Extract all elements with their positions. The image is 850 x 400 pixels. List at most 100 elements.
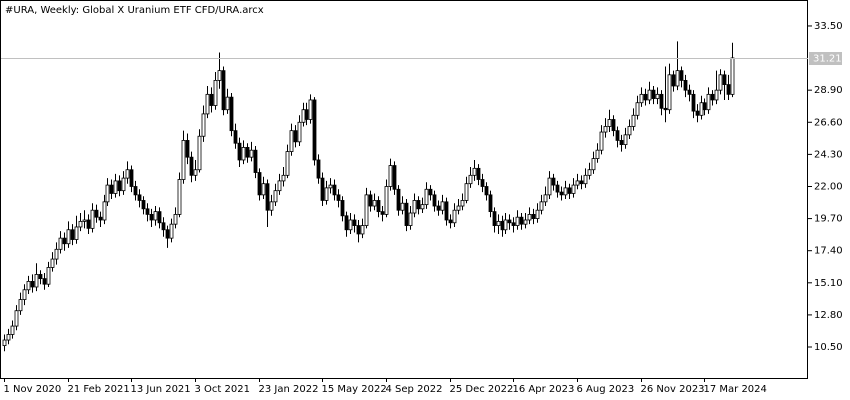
candle-body [113,180,118,194]
candle-body [547,177,552,196]
candle-body [125,169,130,179]
candle-body [26,281,31,291]
candle-body [702,102,707,111]
x-tick-label: 25 Dec 2022 [450,384,514,395]
candle-body [699,102,704,116]
candle-body [643,93,648,101]
y-tick-label: 26.60 [814,117,843,128]
candle-body [169,223,174,239]
x-tick-label: 4 Sep 2022 [386,384,443,395]
price-label: 31.21 [813,54,842,65]
candle-body [412,200,417,214]
candle-body [149,214,154,221]
candle-body [209,93,214,106]
candle-body [555,184,560,193]
candle-body [185,140,190,158]
candle-body [320,177,325,201]
y-tick-label: 17.40 [814,246,843,257]
candle-body [253,149,258,173]
candle-body [714,89,719,101]
candle-body [364,194,369,226]
y-tick-label: 15.10 [814,278,843,289]
candle-body [213,80,218,106]
candle-body [261,183,266,196]
candle-body [647,89,652,101]
x-tick-label: 21 Feb 2021 [68,384,130,395]
candle-body [78,220,83,228]
candle-body [392,165,397,190]
price-label-box [809,52,842,65]
candle-body [408,212,413,226]
candle-body [241,147,246,161]
candle-body [543,194,548,203]
candle-body [217,70,222,81]
candle-body [496,220,501,226]
candle-body [651,89,656,99]
candle-body [304,109,309,120]
candle-body [531,214,536,219]
y-tick-label: 22.00 [814,181,843,192]
candle-body [237,142,242,161]
x-tick-label: 15 May 2022 [322,384,387,395]
candle-body [46,267,51,285]
candle-body [535,209,540,219]
candle-body [328,184,333,189]
candle-body [145,208,150,215]
candle-body [141,200,146,210]
candle-body [627,126,632,136]
y-tick-label: 33.50 [814,21,843,32]
candle-body [281,174,286,182]
candle-body [177,179,182,215]
candle-body [161,222,166,231]
candle-body [289,130,294,152]
candle-body [372,200,377,207]
candle-body [205,93,210,115]
candle-body [404,202,409,226]
candle-body [500,220,505,231]
candle-body [117,180,122,192]
y-tick-label: 10.50 [814,342,843,353]
candle-body [340,200,345,217]
candle-body [82,219,87,222]
candle-body [181,140,186,180]
candle-body [38,274,43,280]
candle-body [233,130,238,144]
candle-body [133,186,138,196]
candle-body [66,229,71,245]
candle-body [277,180,282,192]
candle-body [396,188,401,211]
candle-body [667,74,672,111]
candle-body [675,70,680,87]
candle-body [86,219,91,229]
candle-body [623,134,628,146]
candle-body [129,169,134,187]
candle-body [257,172,262,196]
candle-body [229,96,234,132]
candle-body [165,229,170,239]
x-tick-label: 6 Aug 2023 [577,384,635,395]
candle-body [153,211,158,221]
candle-body [173,214,178,225]
candle-body [380,211,385,215]
candle-body [18,299,23,312]
candle-body [507,219,512,224]
candle-body [488,194,493,213]
candle-body [683,80,688,91]
candle-body [519,216,524,225]
candle-body [265,183,270,211]
candle-body [476,167,481,180]
candle-body [34,274,39,288]
candle-body [691,93,696,112]
candle-body [579,180,584,185]
candle-body [440,201,445,211]
candle-body [10,325,15,335]
candle-body [515,216,520,226]
candle-body [301,109,306,123]
candle-body [297,121,302,143]
candle-body [464,183,469,201]
candle-body [587,169,592,176]
candle-body [14,310,19,327]
candle-body [503,219,508,231]
x-tick-label: 13 Jun 2021 [131,384,191,395]
